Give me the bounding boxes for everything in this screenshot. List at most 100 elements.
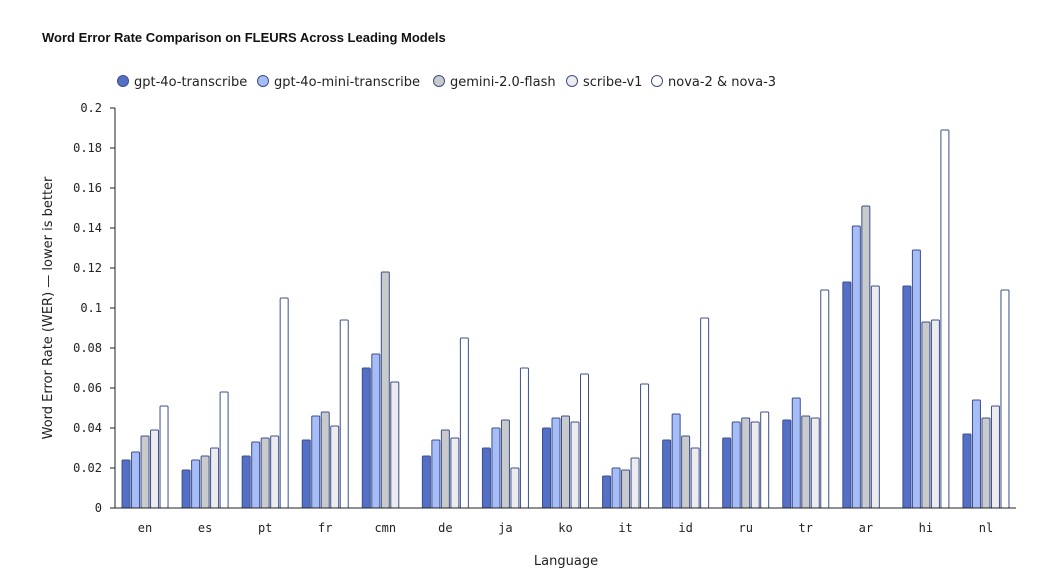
bar-group-ko bbox=[542, 373, 589, 509]
legend: gpt-4o-transcribe gpt-4o-mini-transcribe g… bbox=[117, 75, 776, 90]
y-tick-label: 0.08 bbox=[73, 341, 102, 355]
y-tick-label: 0 bbox=[95, 501, 102, 515]
bar bbox=[491, 427, 501, 509]
bar-group-ru bbox=[722, 411, 770, 509]
bar bbox=[191, 459, 201, 509]
legend-swatch bbox=[433, 75, 445, 87]
bar bbox=[722, 437, 732, 509]
y-axis: 0 0.02 0.04 0.06 0.08 0.1 0.12 0.14 0.16 0.18 0.2 bbox=[73, 101, 116, 515]
bar bbox=[421, 455, 431, 509]
y-tick-label: 0.04 bbox=[73, 421, 102, 435]
bar bbox=[750, 421, 760, 509]
bar-group-it bbox=[602, 383, 650, 509]
bar bbox=[602, 475, 612, 509]
x-axis: en es pt fr cmn de ja ko it id ru tr ar hi nl bbox=[115, 507, 1016, 535]
x-tick-label: ko bbox=[558, 521, 572, 535]
bar bbox=[990, 405, 1000, 509]
bars bbox=[121, 129, 1010, 509]
x-tick-label: ja bbox=[498, 521, 512, 535]
y-tick-label: 0.18 bbox=[73, 141, 102, 155]
bar bbox=[361, 367, 371, 509]
bar bbox=[181, 469, 191, 509]
bar bbox=[981, 417, 991, 509]
x-tick-label: tr bbox=[799, 521, 813, 535]
bar bbox=[301, 439, 311, 509]
bar bbox=[279, 297, 289, 509]
x-tick-label: it bbox=[618, 521, 632, 535]
bar-group-tr bbox=[782, 289, 830, 509]
bar-group-ja bbox=[481, 367, 529, 509]
bar-group-cmn bbox=[361, 271, 409, 509]
legend-swatch bbox=[257, 75, 269, 87]
legend-item: gemini-2.0-flash bbox=[433, 75, 556, 90]
legend-label: gemini-2.0-flash bbox=[450, 75, 556, 90]
bar-group-ar bbox=[842, 205, 890, 509]
bar bbox=[731, 421, 741, 509]
bar bbox=[700, 317, 710, 509]
x-tick-label: ar bbox=[859, 521, 873, 535]
bar bbox=[570, 421, 580, 509]
bar bbox=[320, 411, 330, 509]
x-axis-label: Language bbox=[534, 554, 598, 569]
y-tick-label: 0.06 bbox=[73, 381, 102, 395]
y-tick-label: 0.02 bbox=[73, 461, 102, 475]
x-tick-label: pt bbox=[258, 521, 272, 535]
bar bbox=[440, 429, 450, 509]
bar bbox=[870, 285, 880, 509]
x-tick-label: ru bbox=[738, 521, 752, 535]
legend-swatch bbox=[566, 75, 578, 87]
x-tick-label: nl bbox=[979, 521, 993, 535]
bar bbox=[611, 467, 621, 509]
bar bbox=[519, 367, 529, 509]
bar bbox=[760, 411, 770, 509]
bar bbox=[200, 455, 210, 509]
legend-item: gpt-4o-mini-transcribe bbox=[257, 75, 420, 90]
bar bbox=[542, 427, 551, 509]
bar bbox=[481, 447, 491, 509]
bar bbox=[561, 415, 570, 509]
x-tick-label: de bbox=[438, 521, 452, 535]
legend-item: nova-2 & nova-3 bbox=[651, 75, 776, 90]
bar bbox=[621, 469, 631, 509]
bar bbox=[681, 435, 691, 509]
bar bbox=[131, 451, 141, 509]
bar bbox=[390, 381, 400, 509]
bar bbox=[930, 319, 940, 509]
bar bbox=[330, 425, 340, 509]
bar bbox=[810, 417, 820, 509]
bar bbox=[791, 397, 801, 509]
bar bbox=[431, 439, 441, 509]
bar bbox=[671, 413, 681, 509]
y-tick-label: 0.16 bbox=[73, 181, 102, 195]
bar-group-pt bbox=[241, 297, 289, 509]
bar bbox=[500, 419, 510, 509]
x-tick-label: cmn bbox=[374, 521, 396, 535]
bar bbox=[801, 415, 811, 509]
bar bbox=[971, 399, 981, 509]
legend-swatch bbox=[117, 75, 129, 87]
y-tick-label: 0.14 bbox=[73, 221, 102, 235]
x-tick-label: fr bbox=[318, 521, 332, 535]
y-tick-label: 0.2 bbox=[80, 101, 102, 115]
bar bbox=[241, 455, 251, 509]
bar bbox=[741, 417, 751, 509]
bar bbox=[371, 353, 381, 509]
bar bbox=[1000, 289, 1010, 509]
bar bbox=[339, 319, 349, 509]
bar bbox=[270, 435, 280, 509]
bar bbox=[150, 429, 160, 509]
bar bbox=[260, 437, 270, 509]
bar-group-hi bbox=[902, 129, 950, 509]
bar bbox=[962, 433, 972, 509]
legend-item: gpt-4o-transcribe bbox=[117, 75, 247, 90]
bar bbox=[159, 405, 169, 509]
legend-label: gpt-4o-transcribe bbox=[134, 75, 247, 90]
x-tick-label: id bbox=[678, 521, 692, 535]
bar bbox=[851, 225, 861, 509]
bar bbox=[640, 383, 650, 509]
bar bbox=[902, 285, 912, 509]
bar bbox=[380, 271, 390, 509]
bar bbox=[210, 447, 220, 509]
bar bbox=[140, 435, 150, 509]
